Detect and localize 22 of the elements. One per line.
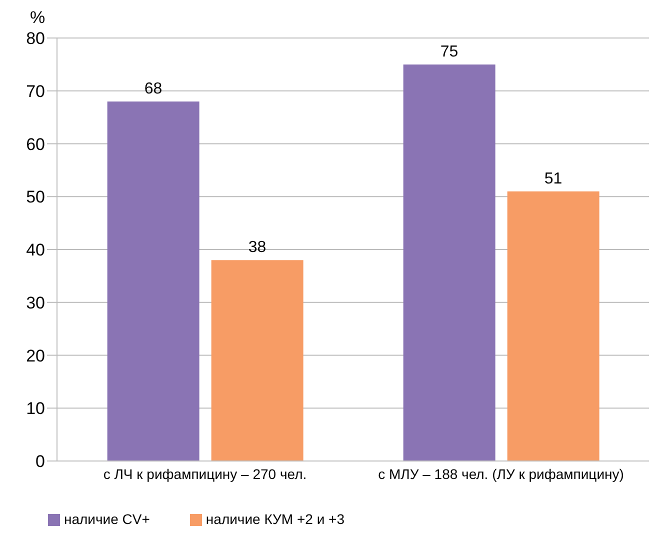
y-tick-label: 0 bbox=[36, 452, 45, 472]
data-label: 68 bbox=[144, 80, 162, 98]
y-tick-label: 50 bbox=[26, 188, 45, 207]
y-tick-label: 20 bbox=[26, 346, 45, 366]
data-label: 75 bbox=[440, 43, 458, 60]
data-label: 51 bbox=[544, 170, 562, 188]
y-tick-label: 10 bbox=[26, 399, 45, 418]
y-tick-label: 40 bbox=[26, 240, 45, 260]
y-axis-title: % bbox=[30, 8, 46, 28]
x-tick-label: с МЛУ – 188 чел. (ЛУ к рифампицину) bbox=[378, 466, 624, 482]
legend-label: наличие СV+ bbox=[64, 511, 150, 527]
y-tick-label: 30 bbox=[26, 293, 45, 312]
x-tick-label: с ЛЧ к рифампицину – 270 чел. bbox=[103, 466, 307, 482]
bar bbox=[507, 191, 600, 461]
data-label: 38 bbox=[248, 239, 266, 256]
bar bbox=[107, 101, 200, 461]
legend-label: наличие КУМ +2 и +3 bbox=[206, 511, 344, 527]
bar bbox=[211, 260, 304, 461]
y-tick-label: 60 bbox=[26, 134, 45, 154]
bar bbox=[403, 64, 496, 461]
y-tick-label: 80 bbox=[26, 29, 45, 48]
y-tick-label: 70 bbox=[26, 82, 45, 101]
